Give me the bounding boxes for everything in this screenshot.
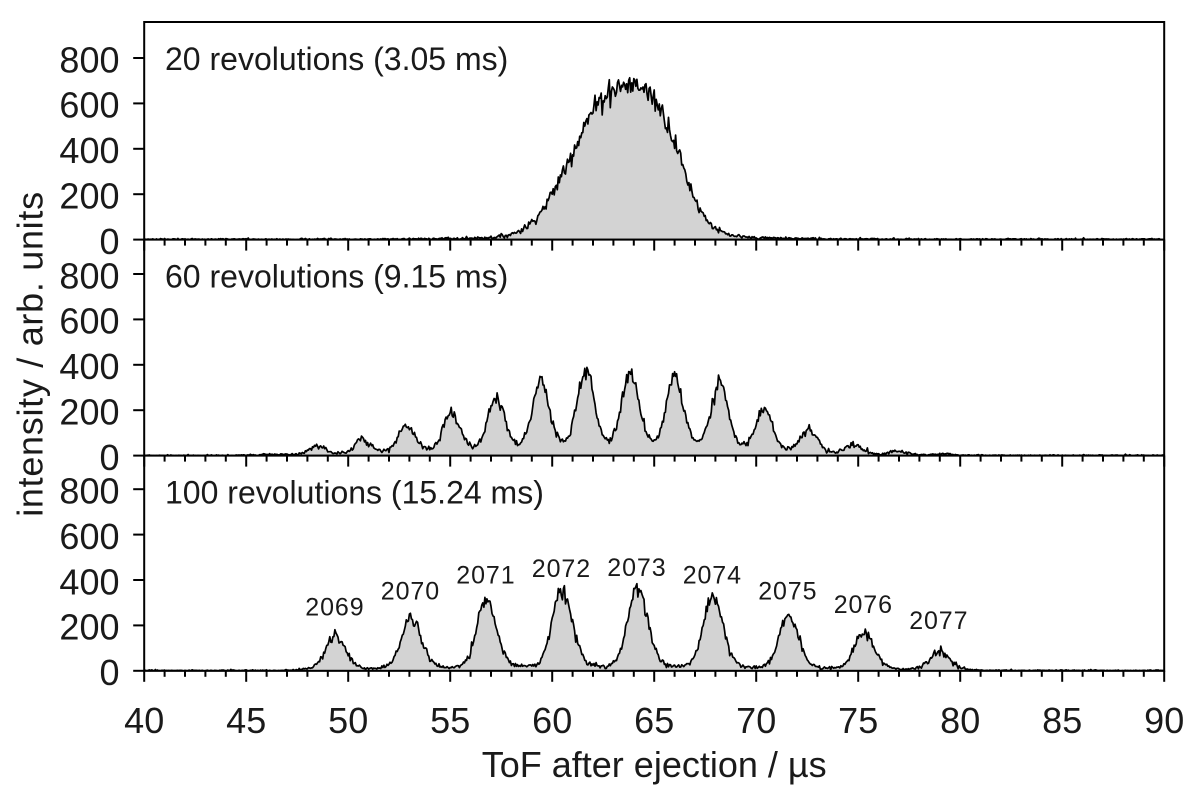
svg-text:80: 80 — [940, 700, 980, 741]
svg-text:60 revolutions (9.15 ms): 60 revolutions (9.15 ms) — [165, 259, 508, 295]
svg-text:800: 800 — [59, 39, 119, 80]
svg-text:400: 400 — [59, 561, 119, 602]
svg-text:200: 200 — [59, 392, 119, 433]
svg-text:600: 600 — [59, 85, 119, 126]
svg-text:ToF after ejection / µs: ToF after ejection / µs — [482, 744, 827, 785]
svg-text:2072: 2072 — [532, 555, 591, 583]
svg-text:60: 60 — [532, 700, 572, 741]
svg-text:85: 85 — [1042, 700, 1082, 741]
svg-text:2076: 2076 — [834, 591, 893, 619]
svg-text:2075: 2075 — [758, 578, 817, 606]
svg-text:100 revolutions (15.24 ms): 100 revolutions (15.24 ms) — [165, 475, 544, 511]
svg-text:50: 50 — [328, 700, 368, 741]
svg-text:200: 200 — [59, 176, 119, 217]
svg-text:400: 400 — [59, 130, 119, 171]
svg-text:800: 800 — [59, 255, 119, 296]
svg-text:55: 55 — [430, 700, 470, 741]
svg-text:2070: 2070 — [381, 578, 440, 606]
svg-text:2074: 2074 — [683, 562, 742, 590]
svg-text:0: 0 — [99, 221, 119, 262]
svg-text:2073: 2073 — [607, 554, 666, 582]
svg-text:2077: 2077 — [909, 607, 968, 635]
svg-text:600: 600 — [59, 516, 119, 557]
svg-text:65: 65 — [634, 700, 674, 741]
svg-text:intensity / arb. units: intensity / arb. units — [10, 191, 51, 517]
svg-text:800: 800 — [59, 471, 119, 512]
svg-text:70: 70 — [736, 700, 776, 741]
svg-text:90: 90 — [1144, 700, 1184, 741]
svg-text:200: 200 — [59, 607, 119, 648]
svg-text:400: 400 — [59, 346, 119, 387]
svg-text:20 revolutions (3.05 ms): 20 revolutions (3.05 ms) — [165, 41, 508, 77]
svg-text:45: 45 — [226, 700, 266, 741]
svg-text:600: 600 — [59, 301, 119, 342]
svg-text:2071: 2071 — [456, 562, 515, 590]
svg-text:2069: 2069 — [305, 594, 364, 622]
svg-text:40: 40 — [124, 700, 164, 741]
svg-text:0: 0 — [99, 652, 119, 693]
svg-text:0: 0 — [99, 437, 119, 478]
svg-text:75: 75 — [838, 700, 878, 741]
